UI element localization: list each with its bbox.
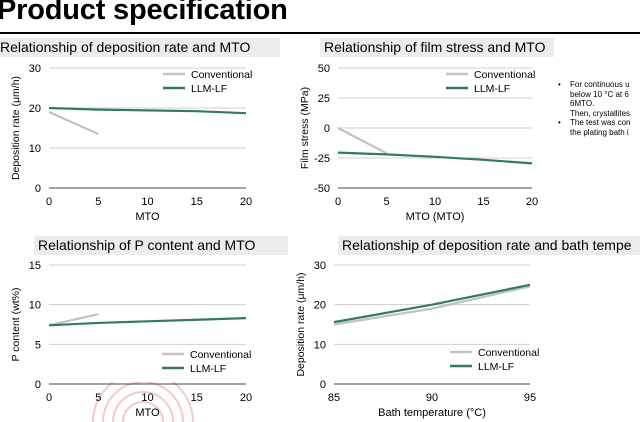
chart-dep-rate-bath-temp: 0 10 20 30 85 90 95 Bath temperature (°C) Deposi… [295,260,539,419]
chart-dep-rate-mto: 0 10 20 30 0 5 10 15 20 MTO Deposition rate (μm/h)… [10,63,252,223]
y-tick-label: -50 [314,183,330,195]
note-line: below 10 °C at 6 [570,89,629,99]
legend-label: LLM-LF [190,363,226,375]
x-tick-label: 10 [141,196,153,208]
y-tick-label: 5 [35,339,41,351]
y-tick-label: 0 [35,379,41,391]
x-tick-label: 5 [383,196,389,208]
chart-title-deposition-rate-bath-temp: Relationship of deposition rate and bath… [338,236,640,255]
y-tick-label: 15 [29,260,41,272]
chart-title-deposition-rate-mto: Relationship of deposition rate and MTO [0,38,280,57]
x-tick-label: 95 [524,392,536,404]
note-line: 6MTO. [570,99,595,109]
y-tick-label: 20 [29,103,41,115]
note-line: The test was con [570,118,631,128]
y-tick-label: 0 [35,183,41,195]
y-tick-label: 30 [29,63,41,75]
chart-title-p-content-mto: Relationship of P content and MTO [34,236,288,255]
chart-title-film-stress-mto: Relationship of film stress and MTO [320,38,554,57]
series-line-llm-lf [48,317,247,327]
y-axis-label: Deposition rate (μm/h) [295,272,307,376]
x-tick-label: 15 [191,392,203,404]
x-axis-label: MTO [135,407,160,419]
x-tick-label: 10 [429,196,441,208]
legend-label: Conventional [478,347,539,359]
y-tick-label: 50 [318,63,330,75]
x-axis-label: MTO [135,211,160,223]
title-rule [0,32,640,34]
chart-p-content-mto: 0 5 10 15 0 5 10 15 20 MTO P content (wt%) Conventi… [10,260,252,419]
y-tick-label: 10 [29,300,41,312]
y-tick-label: 25 [318,93,330,105]
series-line-conventional [48,313,99,327]
note-item: Then, crystallites [557,109,640,119]
x-axis-label: MTO (MTO) [406,211,465,223]
chart-film-stress-mto: -50 -25 0 25 50 0 5 10 15 20 MTO (MTO) Film stress … [299,63,538,223]
y-tick-label: 30 [314,260,326,272]
legend-label: Conventional [474,69,535,81]
y-tick-label: -25 [314,153,330,165]
x-tick-label: 20 [240,196,252,208]
y-tick-label: 10 [314,339,326,351]
series-line-llm-lf [337,151,533,165]
x-tick-label: 5 [95,392,101,404]
x-tick-label: 15 [191,196,203,208]
x-tick-label: 20 [240,392,252,404]
legend-label: LLM-LF [474,83,510,95]
note-line: the plating bath i [570,127,629,137]
y-tick-label: 20 [314,300,326,312]
series-line-llm-lf [333,283,531,324]
y-axis-label: Film stress (MPa) [299,87,311,169]
x-tick-label: 0 [335,196,341,208]
series-line-conventional [337,127,388,155]
x-tick-label: 0 [46,196,52,208]
watermark-logo [92,382,194,422]
note-line: For continuous u [570,80,630,89]
legend-label: Conventional [191,69,252,81]
x-tick-label: 20 [526,196,538,208]
legend-label: Conventional [190,349,251,361]
y-tick-label: 10 [29,143,41,155]
series-line-conventional [48,110,99,136]
x-tick-label: 85 [328,392,340,404]
x-tick-label: 10 [141,392,153,404]
x-axis-label: Bath temperature (°C) [378,407,486,419]
x-tick-label: 5 [95,196,101,208]
x-tick-label: 0 [46,392,52,404]
note-line: Then, crystallites [570,108,631,118]
page-title: Product specification [0,0,288,26]
legend-label: LLM-LF [478,361,514,373]
series-line-llm-lf [48,106,247,115]
y-tick-label: 0 [324,123,330,135]
x-tick-label: 90 [426,392,438,404]
series-line-conventional [333,285,531,326]
y-axis-label: Deposition rate (μm/h) [10,76,22,180]
legend-label: LLM-LF [191,83,227,95]
y-axis-label: P content (wt%) [10,288,22,362]
y-tick-label: 0 [320,379,326,391]
x-tick-label: 15 [477,196,489,208]
